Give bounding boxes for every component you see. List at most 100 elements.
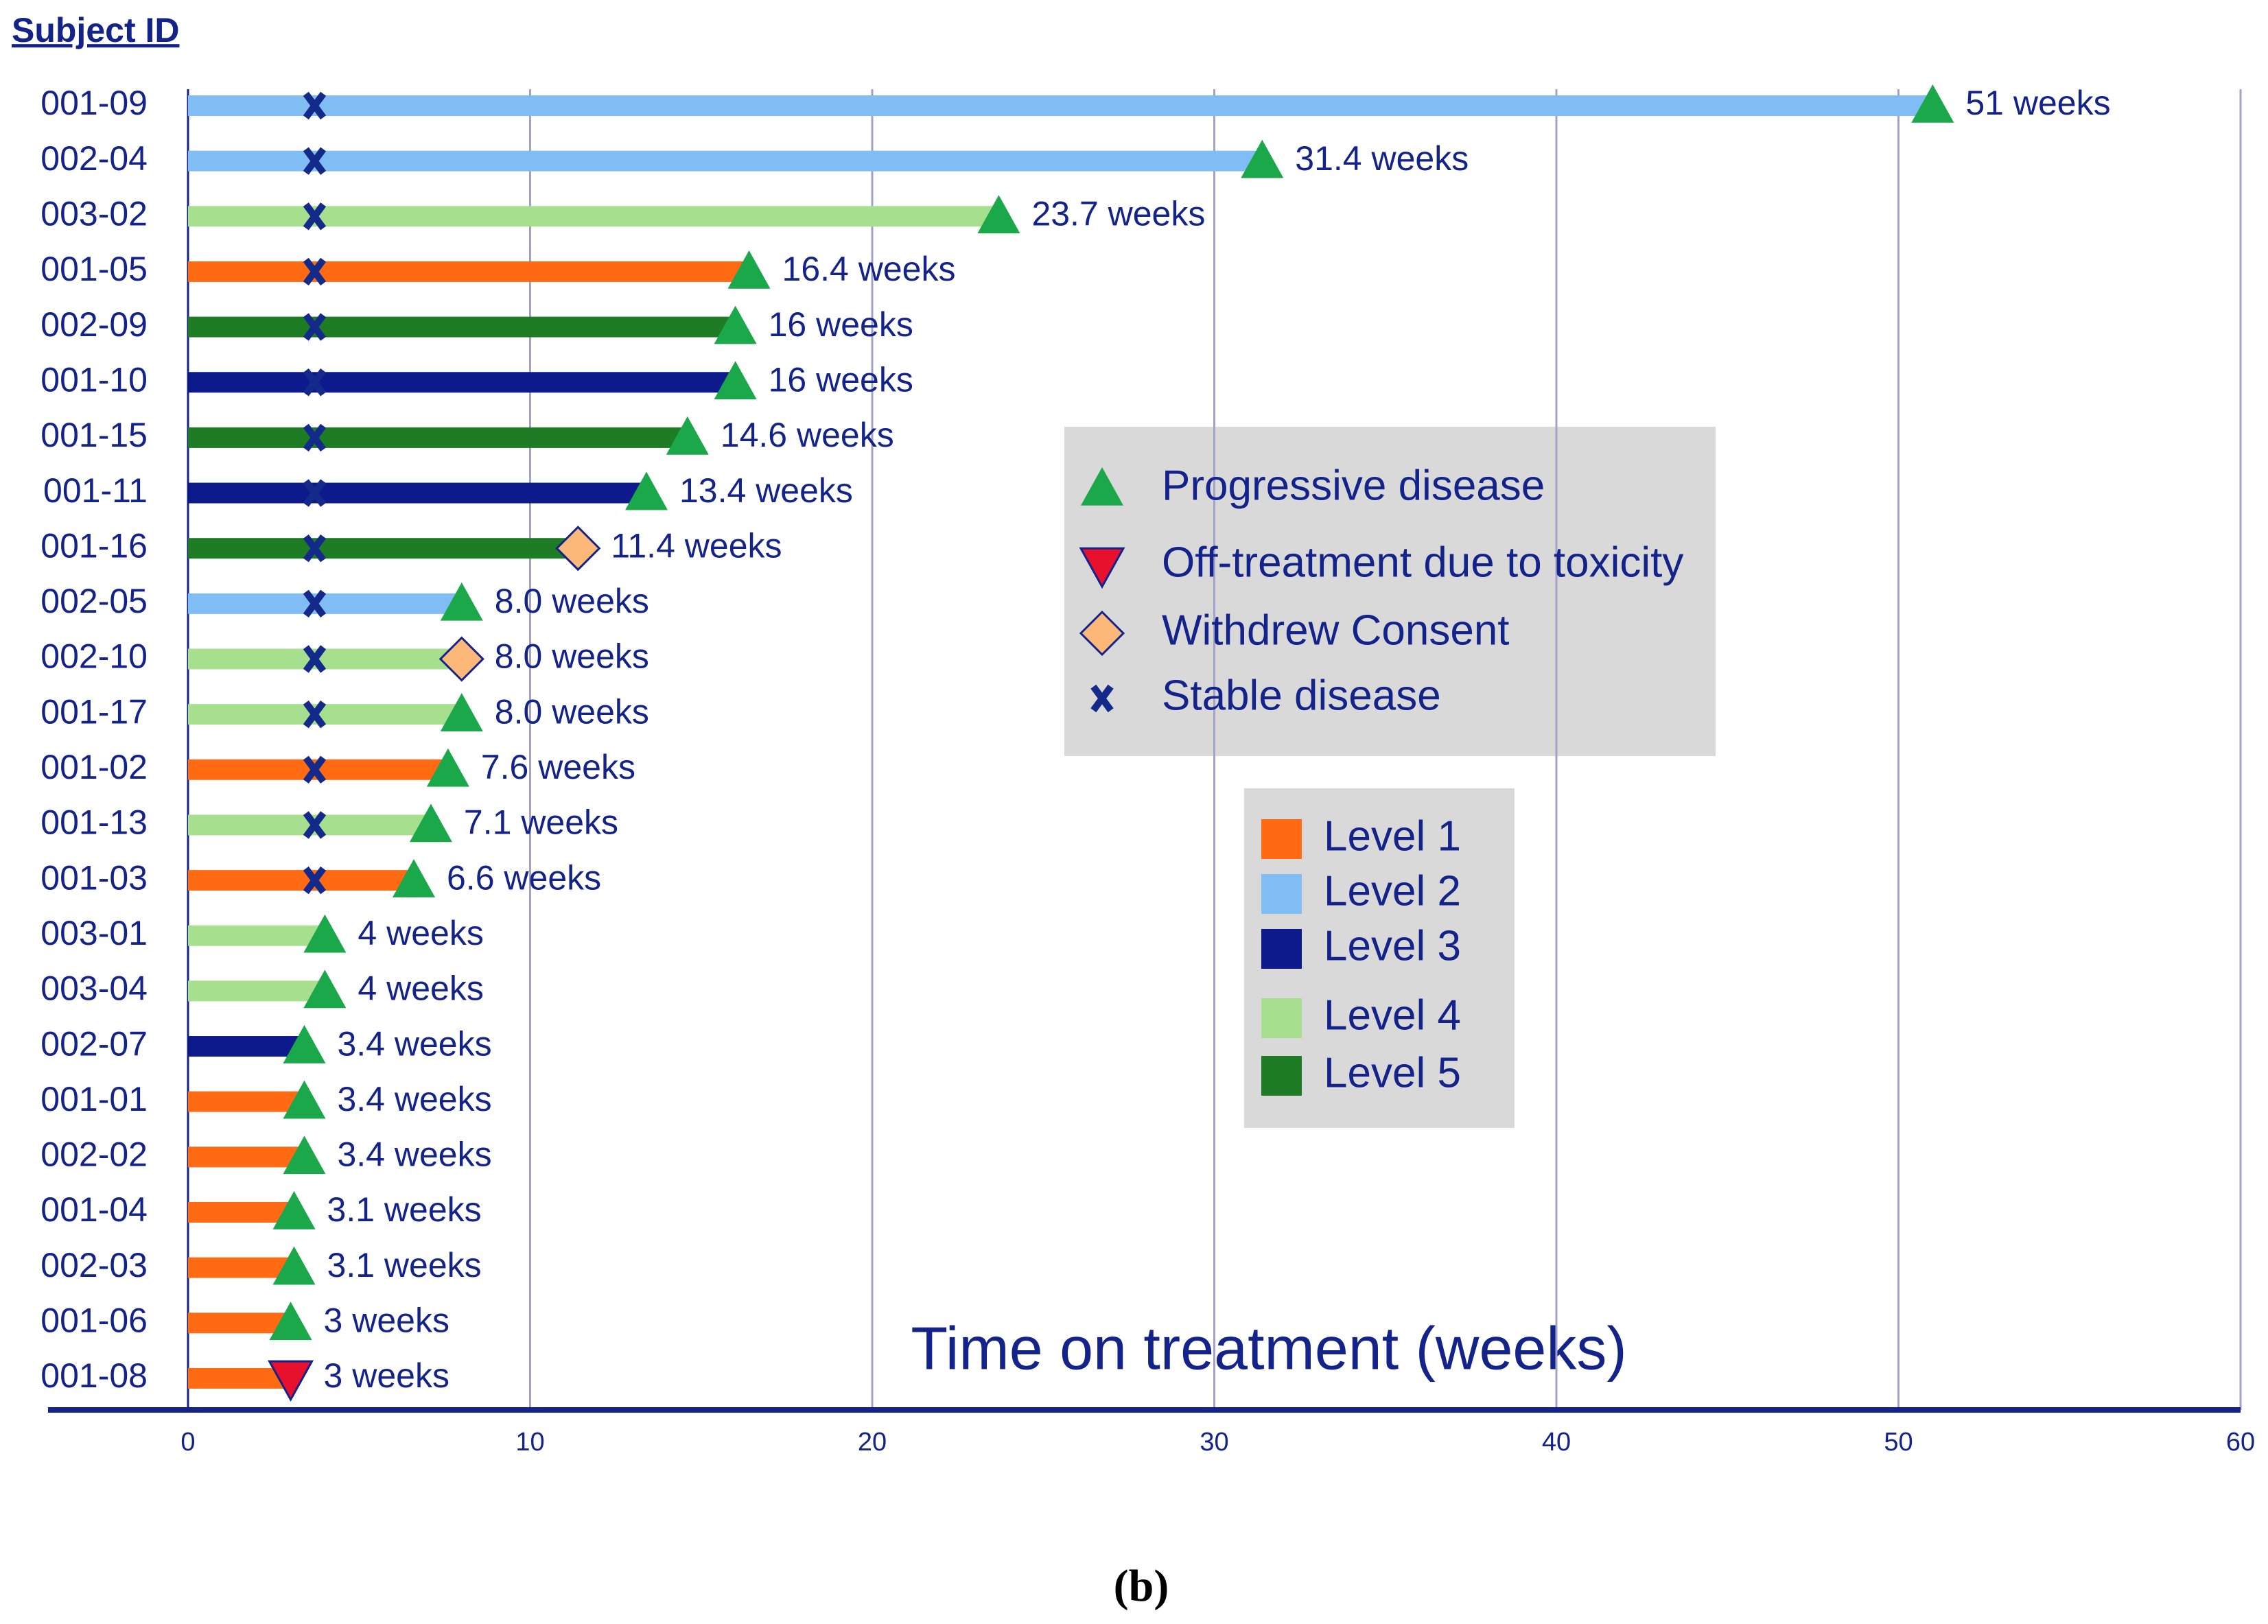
legend-label: Off-treatment due to toxicity (1162, 539, 1683, 586)
bar (188, 1091, 305, 1112)
event-marker (303, 91, 327, 120)
x-tick-label: 20 (858, 1428, 887, 1457)
y-tick-label: 001-06 (40, 1302, 148, 1340)
event-marker (666, 416, 709, 455)
legend-swatch (1261, 874, 1302, 914)
bar (188, 482, 646, 504)
bar (188, 1036, 305, 1057)
event-marker (303, 479, 327, 507)
x-tick-label: 10 (515, 1428, 544, 1457)
y-tick-label: 001-04 (40, 1190, 148, 1229)
y-axis-title: Subject ID (12, 11, 179, 49)
y-tick-label: 002-04 (40, 139, 148, 178)
bar (188, 593, 462, 614)
value-label: 3.4 weeks (337, 1024, 491, 1063)
bar (188, 261, 749, 282)
event-marker (303, 423, 327, 452)
y-tick-label: 003-04 (40, 969, 148, 1008)
event-marker (283, 1135, 326, 1175)
y-tick-label: 001-11 (43, 471, 148, 510)
y-tick-label: 001-03 (40, 858, 148, 897)
value-label: 23.7 weeks (1031, 195, 1205, 233)
legend-swatch (1261, 929, 1302, 969)
event-marker (303, 313, 327, 341)
value-label: 3.1 weeks (327, 1246, 482, 1284)
event-marker (1241, 139, 1284, 178)
event-marker (303, 969, 347, 1009)
event-marker (283, 1025, 326, 1063)
value-label: 3.4 weeks (337, 1080, 491, 1118)
event-marker (303, 147, 327, 175)
event-marker (439, 636, 484, 682)
y-tick-label: 001-16 (40, 526, 148, 565)
x-tick-label: 0 (180, 1428, 195, 1457)
legend-swatch (1261, 819, 1302, 859)
event-marker (1911, 84, 1954, 123)
legend-label: Stable disease (1162, 672, 1441, 719)
legend-label: Level 2 (1324, 867, 1461, 915)
value-label: 13.4 weeks (679, 471, 853, 510)
event-marker (303, 866, 327, 895)
y-tick-label: 002-03 (40, 1246, 148, 1284)
value-label: 16 weeks (769, 305, 913, 344)
legend-label: Level 1 (1324, 812, 1461, 860)
y-tick-label: 001-15 (40, 416, 148, 454)
event-marker (727, 250, 771, 289)
bar (188, 427, 688, 448)
value-label: 4 weeks (358, 969, 483, 1008)
value-label: 3.1 weeks (327, 1190, 482, 1229)
value-label: 8.0 weeks (495, 582, 649, 620)
event-marker (303, 811, 327, 839)
event-marker (555, 526, 601, 572)
y-tick-label: 001-13 (40, 803, 148, 842)
event-marker (268, 1360, 314, 1402)
event-marker (440, 582, 483, 621)
value-label: 16.4 weeks (782, 250, 956, 288)
bar (188, 1367, 291, 1389)
bar (188, 372, 736, 393)
value-label: 31.4 weeks (1295, 139, 1469, 178)
y-tick-label: 002-05 (40, 582, 148, 620)
bar (188, 980, 325, 1002)
legend-swatch (1261, 1056, 1302, 1096)
event-legend-box (1064, 427, 1716, 756)
event-marker (714, 361, 757, 400)
bar (188, 925, 325, 946)
legend-marker (1090, 684, 1114, 713)
value-label: 8.0 weeks (495, 637, 649, 676)
legend-swatch (1261, 998, 1302, 1038)
bar (188, 870, 414, 891)
value-label: 16 weeks (769, 360, 913, 399)
bar (188, 704, 462, 725)
y-tick-label: 001-02 (40, 748, 148, 786)
value-label: 3 weeks (324, 1356, 449, 1395)
event-marker (426, 748, 469, 787)
bar (188, 1313, 291, 1334)
legend-label: Level 3 (1324, 922, 1461, 969)
value-label: 8.0 weeks (495, 692, 649, 731)
value-label: 6.6 weeks (447, 858, 601, 897)
y-tick-label: 003-01 (40, 914, 148, 952)
event-marker (303, 755, 327, 784)
event-marker (269, 1302, 312, 1341)
event-marker (303, 700, 327, 729)
bar (188, 1202, 294, 1223)
value-label: 7.1 weeks (464, 803, 618, 842)
value-label: 14.6 weeks (721, 416, 894, 454)
x-tick-label: 50 (1884, 1428, 1913, 1457)
event-marker (303, 202, 327, 231)
legend-marker (1081, 467, 1123, 506)
y-tick-label: 001-17 (40, 692, 148, 731)
event-marker (303, 257, 327, 286)
bar (188, 1257, 294, 1278)
event-marker (272, 1191, 316, 1229)
legend-label: Level 5 (1324, 1049, 1461, 1096)
legend-marker (1079, 610, 1125, 657)
event-marker (272, 1246, 316, 1285)
event-marker (303, 534, 327, 563)
y-tick-label: 001-08 (40, 1356, 148, 1395)
event-marker (714, 305, 757, 344)
value-label: 3.4 weeks (337, 1135, 491, 1174)
caption: (b) (1114, 1561, 1169, 1611)
event-marker (303, 645, 327, 673)
